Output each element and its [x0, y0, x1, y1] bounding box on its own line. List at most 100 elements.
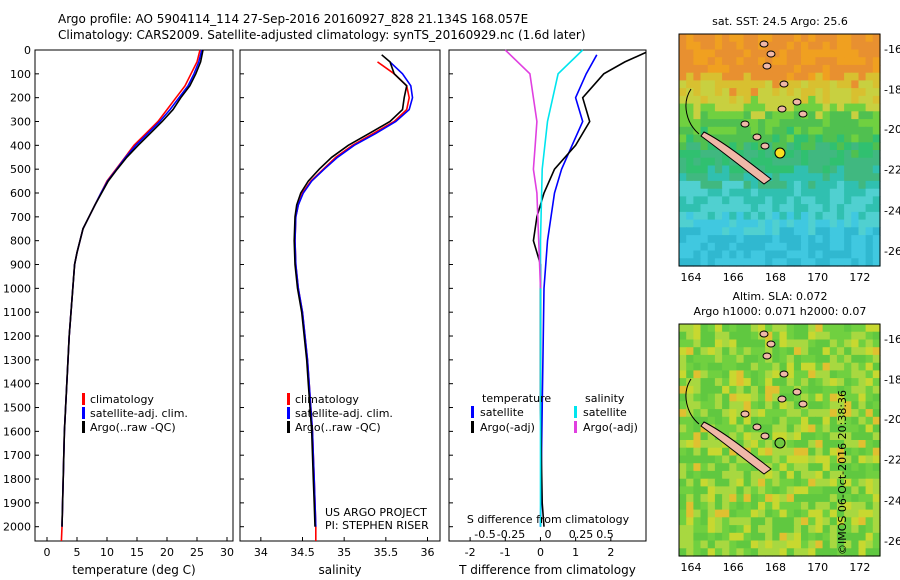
- map-cell: [836, 324, 845, 333]
- map-cell: [693, 57, 702, 66]
- map-cell: [822, 509, 831, 518]
- map-cell: [829, 250, 838, 259]
- map-cell: [729, 486, 738, 495]
- x-tick-label: 34.5: [290, 546, 315, 559]
- map-cell: [679, 378, 687, 387]
- map-cell: [815, 196, 824, 205]
- map-cell: [765, 57, 773, 66]
- map-cell: [750, 478, 759, 487]
- map-cell: [729, 393, 738, 402]
- map-y-tick-label: -18: [884, 374, 900, 387]
- map-cell: [714, 34, 723, 43]
- x-tick-label: 30: [220, 546, 234, 559]
- map-sla-title1: Altim. SLA: 0.072: [732, 290, 827, 303]
- map-cell: [714, 416, 723, 426]
- map-cell: [714, 501, 723, 511]
- map-cell: [786, 470, 795, 480]
- legend-swatch: [287, 407, 290, 419]
- map-cell: [693, 180, 702, 190]
- map-cell: [729, 235, 738, 244]
- x-tick-label: 25: [190, 546, 204, 559]
- map-cell: [793, 440, 802, 449]
- map-cell: [772, 478, 781, 487]
- map-cell: [808, 150, 816, 159]
- map-cell: [815, 324, 824, 333]
- difference-panel: -2 -1 0 1 2T difference from climatologytemp…: [448, 49, 647, 577]
- island-loyalty: [760, 432, 770, 440]
- map-cell: [729, 227, 738, 236]
- map-cell: [679, 80, 687, 89]
- map-cell: [686, 463, 694, 472]
- map-cell: [679, 324, 687, 333]
- map-cell: [686, 470, 694, 480]
- map-cell: [722, 416, 730, 426]
- map-cell: [822, 173, 831, 182]
- map-cell: [851, 34, 860, 43]
- map-cell: [808, 134, 816, 143]
- map-cell: [722, 532, 730, 542]
- map-cell: [815, 80, 824, 89]
- map-cell: [679, 401, 687, 410]
- map-cell: [765, 378, 773, 387]
- map-cell: [872, 119, 881, 128]
- map-cell: [679, 416, 687, 426]
- map-cell: [743, 532, 752, 542]
- map-cell: [714, 393, 723, 402]
- x-tick-label: 34: [254, 546, 268, 559]
- map-cell: [858, 134, 867, 143]
- map-cell: [693, 378, 702, 387]
- map-cell: [714, 378, 723, 387]
- map-cell: [707, 196, 716, 205]
- map-cell: [836, 362, 845, 371]
- map-cell: [736, 432, 745, 441]
- map-cell: [722, 378, 730, 387]
- map-cell: [865, 180, 874, 190]
- map-sla-title2: Argo h1000: 0.071 h2000: 0.07: [694, 305, 867, 318]
- map-cell: [815, 409, 824, 418]
- map-cell: [772, 455, 781, 464]
- map-cell: [865, 126, 874, 136]
- map-cell: [714, 173, 723, 182]
- map-y-tick-label: -20: [884, 123, 900, 136]
- map-cell: [851, 142, 860, 151]
- legend-title-salinity: salinity: [585, 392, 625, 405]
- map-cell: [815, 150, 824, 159]
- map-cell: [679, 126, 687, 136]
- map-cell: [736, 362, 745, 371]
- map-cell: [836, 72, 845, 81]
- map-cell: [865, 385, 874, 395]
- map-cell: [707, 180, 716, 190]
- map-cell: [729, 339, 738, 348]
- map-cell: [693, 49, 702, 58]
- map-cell: [772, 111, 781, 120]
- map-cell: [793, 463, 802, 472]
- map-cell: [786, 525, 795, 534]
- map-cell: [714, 204, 723, 213]
- map-cell: [858, 494, 867, 503]
- map-cell: [736, 370, 745, 379]
- map-cell: [836, 416, 845, 426]
- map-cell: [707, 324, 716, 333]
- map-cell: [872, 111, 881, 120]
- map-cell: [722, 501, 730, 511]
- map-cell: [743, 385, 752, 395]
- map-cell: [736, 204, 745, 213]
- map-cell: [779, 401, 788, 410]
- map-cell: [851, 362, 860, 371]
- map-cell: [750, 339, 759, 348]
- map-cell: [686, 235, 694, 244]
- map-cell: [786, 478, 795, 487]
- map-cell: [765, 95, 773, 105]
- map-cell: [758, 235, 766, 244]
- depth-tick-label: 2000: [3, 521, 31, 534]
- map-cell: [758, 548, 766, 557]
- map-cell: [779, 57, 788, 66]
- map-cell: [786, 227, 795, 236]
- map-cell: [872, 331, 881, 340]
- map-cell: [765, 347, 773, 356]
- map-cell: [765, 188, 773, 197]
- map-cell: [765, 111, 773, 120]
- map-cell: [808, 211, 816, 221]
- map-cell: [815, 501, 824, 511]
- map-cell: [765, 385, 773, 395]
